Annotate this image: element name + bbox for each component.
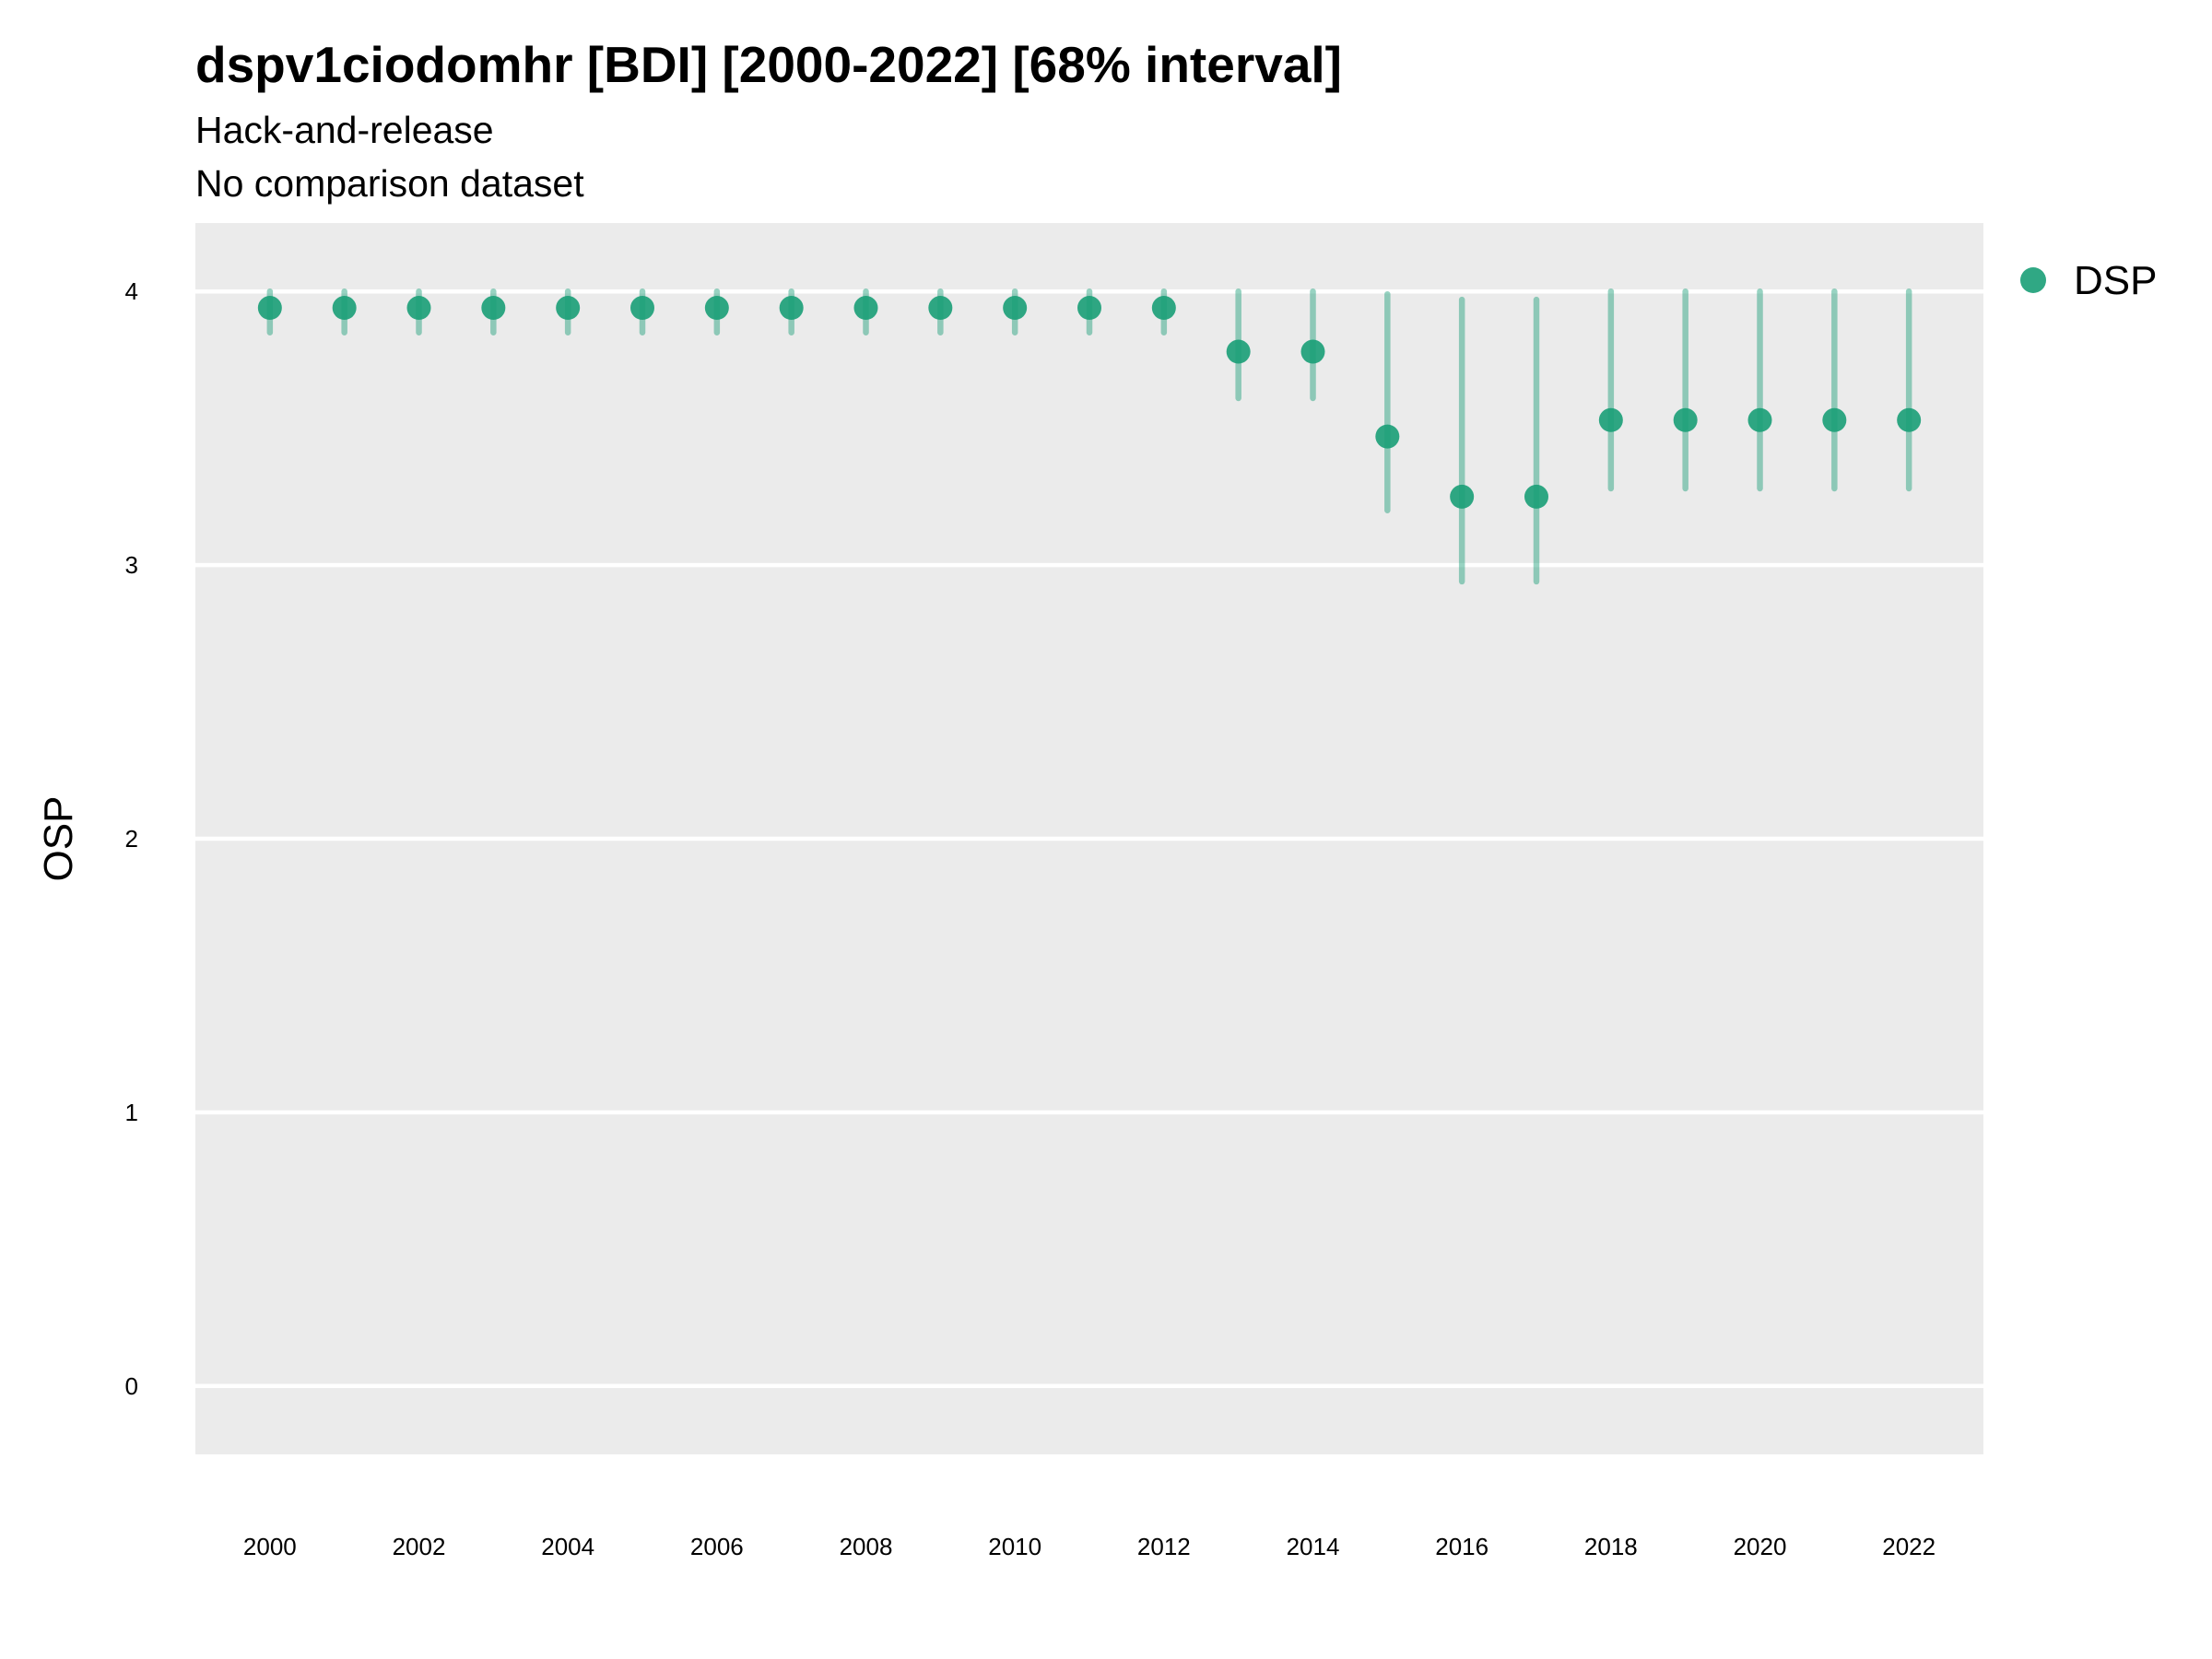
x-tick-label: 2008: [840, 1533, 893, 1560]
data-point: [257, 296, 282, 321]
x-tick-label: 2020: [1734, 1533, 1787, 1560]
data-point: [630, 296, 654, 321]
data-point: [1151, 296, 1176, 321]
y-tick-labels: 0 1 2 3 4: [125, 277, 138, 1400]
data-point: [1226, 339, 1251, 364]
data-point: [1822, 407, 1847, 432]
data-point: [556, 296, 581, 321]
y-tick-label: 4: [125, 277, 138, 305]
x-tick-label: 2018: [1584, 1533, 1638, 1560]
gridlines: [195, 288, 1983, 1389]
data-point: [1598, 407, 1623, 432]
data-point: [704, 296, 729, 321]
x-tick-label: 2012: [1137, 1533, 1191, 1560]
chart-title: dspv1ciodomhr [BDI] [2000-2022] [68% int…: [195, 36, 1342, 93]
data-point: [928, 296, 953, 321]
data-point: [1450, 484, 1475, 509]
x-tick-label: 2004: [541, 1533, 594, 1560]
data-point: [1077, 296, 1101, 321]
y-tick-label: 0: [125, 1372, 138, 1400]
y-axis-label: OSP: [36, 796, 81, 882]
data-point: [1375, 424, 1400, 449]
x-tick-label: 2002: [393, 1533, 446, 1560]
x-tick-label: 2022: [1882, 1533, 1936, 1560]
data-point: [1300, 339, 1325, 364]
data-point: [1524, 484, 1548, 509]
data-point: [1673, 407, 1698, 432]
data-point: [1897, 407, 1922, 432]
y-tick-label: 2: [125, 825, 138, 853]
data-point: [481, 296, 506, 321]
chart-caption: No comparison dataset: [195, 162, 584, 205]
legend-key: [2020, 267, 2046, 293]
data-points: [257, 296, 1922, 509]
y-tick-label: 3: [125, 551, 138, 579]
data-point: [1003, 296, 1028, 321]
x-tick-labels: 2000 2002 2004 2006 2008 2010 2012 2014 2016 2018…: [243, 1533, 1936, 1560]
chart-subtitle: Hack-and-release: [195, 109, 494, 151]
x-tick-label: 2000: [243, 1533, 297, 1560]
legend: DSP: [2020, 258, 2157, 303]
x-tick-label: 2014: [1287, 1533, 1340, 1560]
data-point: [853, 296, 878, 321]
legend-label: DSP: [2074, 258, 2157, 303]
data-point: [406, 296, 431, 321]
x-tick-label: 2006: [690, 1533, 744, 1560]
x-tick-label: 2010: [988, 1533, 1041, 1560]
y-tick-label: 1: [125, 1099, 138, 1126]
data-point: [332, 296, 357, 321]
data-point: [779, 296, 804, 321]
data-point: [1747, 407, 1772, 432]
x-tick-label: 2016: [1435, 1533, 1488, 1560]
